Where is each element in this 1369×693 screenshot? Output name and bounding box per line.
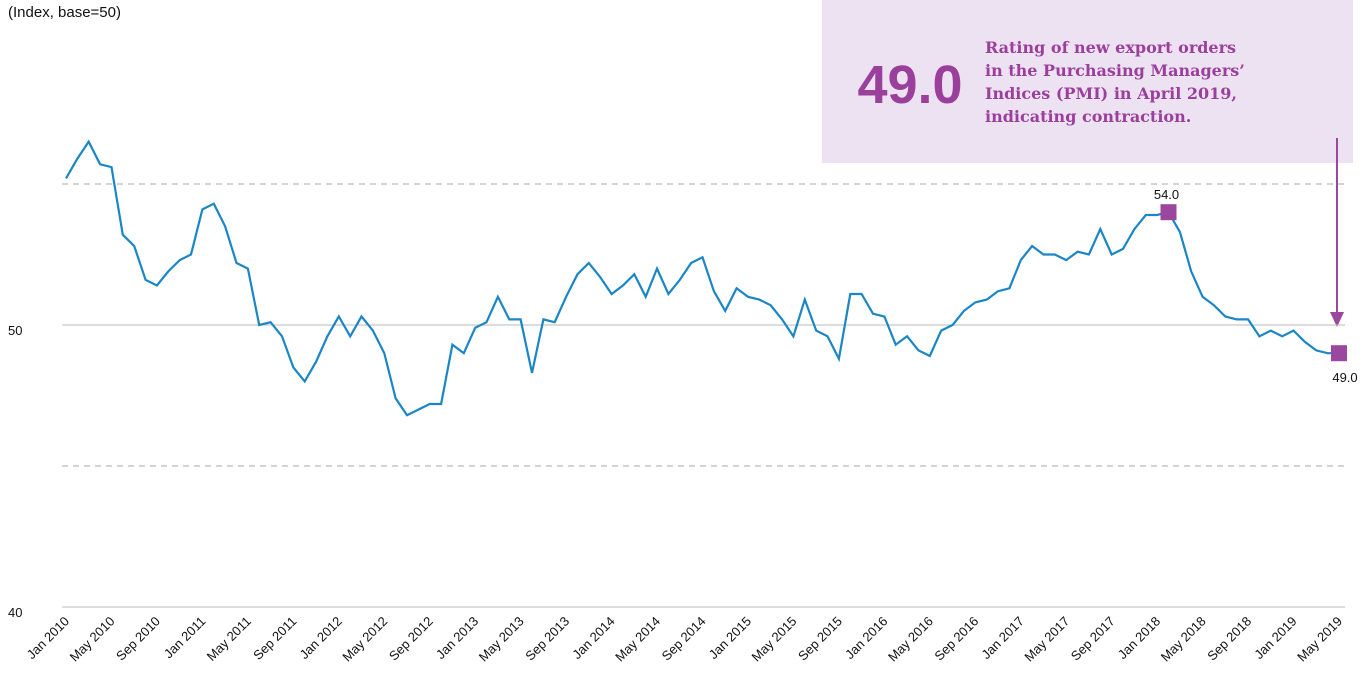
x-tick-label: May 2010: [67, 614, 118, 665]
annotation-line: Indices (PMI) in April 2019,: [985, 84, 1237, 103]
x-tick-label: Sep 2012: [386, 614, 436, 664]
x-tick-label: Sep 2016: [931, 614, 981, 664]
chart-title: (Index, base=50): [8, 4, 121, 21]
x-tick-label: May 2015: [749, 614, 800, 665]
x-tick-label: Sep 2014: [659, 614, 709, 664]
data-label: 54.0: [1154, 187, 1179, 202]
x-tick-label: May 2013: [476, 614, 527, 665]
x-tick-label: Sep 2010: [113, 614, 163, 664]
annotation-value: 49.0: [857, 55, 962, 115]
annotation-line: Rating of new export orders: [985, 38, 1236, 57]
x-tick-label: Jan 2016: [842, 614, 890, 662]
x-tick-label: Jan 2018: [1115, 614, 1163, 662]
x-tick-label: May 2017: [1021, 614, 1072, 665]
annotation-line: in the Purchasing Managers’: [985, 61, 1245, 80]
y-tick-label: 40: [8, 605, 22, 620]
annotation-text: Rating of new export orders in the Purcha…: [985, 38, 1245, 126]
arrow-head: [1330, 312, 1344, 327]
x-tick-label: Jan 2013: [433, 614, 481, 662]
annotation-line: indicating contraction.: [985, 107, 1191, 126]
x-tick-label: Sep 2011: [250, 614, 299, 663]
line-series: [65, 139, 1339, 417]
x-tick-label: Jan 2010: [24, 614, 72, 662]
x-tick-label: Jan 2019: [1251, 614, 1299, 662]
x-tick-label: Jan 2017: [978, 614, 1026, 662]
x-tick-label: May 2016: [885, 614, 936, 665]
x-tick-label: Sep 2017: [1068, 614, 1118, 664]
x-tick-label: Jan 2012: [296, 614, 344, 662]
x-tick-label: Sep 2018: [1204, 614, 1254, 664]
x-tick-label: May 2012: [339, 614, 390, 665]
x-tick-label: Sep 2015: [795, 614, 845, 664]
highlight-marker: [1331, 345, 1347, 362]
highlight-marker: [1160, 204, 1177, 221]
x-tick-label: May 2014: [612, 614, 663, 665]
x-tick-label: Jan 2011: [161, 614, 209, 662]
x-tick-label: Jan 2014: [569, 614, 617, 662]
data-label: 49.0: [1332, 370, 1357, 385]
x-tick-label: May 2018: [1158, 614, 1209, 665]
x-tick-label: Jan 2015: [706, 614, 754, 662]
annotation-box: [822, 0, 1353, 163]
x-tick-label: May 2019: [1294, 614, 1345, 665]
y-tick-label: 50: [8, 323, 22, 338]
x-tick-label: May 2011: [204, 614, 254, 664]
x-tick-label: Sep 2013: [522, 614, 572, 664]
